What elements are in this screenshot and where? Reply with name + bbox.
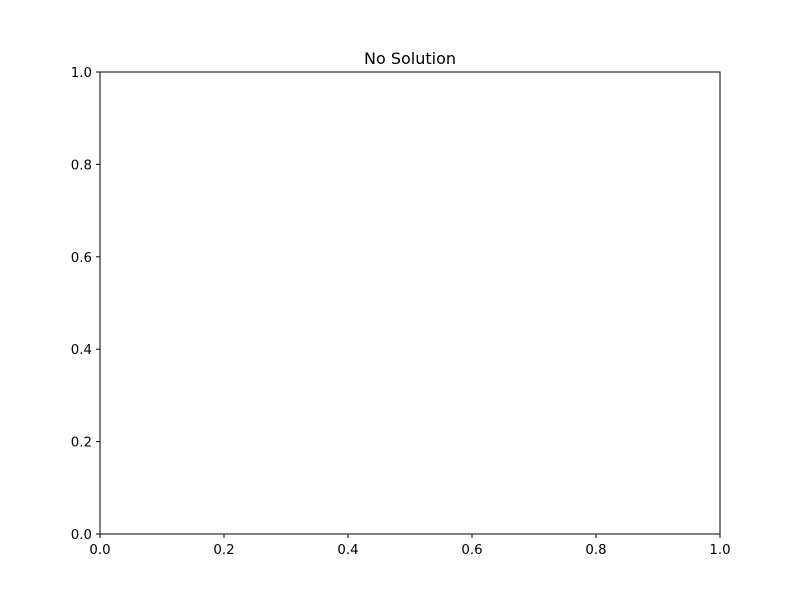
plot-area — [99, 71, 721, 535]
x-axis: 0.0 0.2 0.4 0.6 0.8 1.0 — [89, 534, 731, 558]
y-tick-label: 0.2 — [71, 436, 92, 451]
y-tick-label: 0.0 — [71, 528, 92, 543]
y-tick-label: 1.0 — [71, 66, 92, 81]
chart-title: No Solution — [364, 49, 456, 68]
x-tick-label: 0.6 — [461, 543, 482, 558]
y-tick-label: 0.4 — [71, 343, 92, 358]
y-tick-label: 0.6 — [71, 251, 92, 266]
x-tick-label: 1.0 — [709, 543, 730, 558]
x-tick-label: 0.4 — [337, 543, 358, 558]
y-tick-label: 0.8 — [71, 158, 92, 173]
y-axis: 0.0 0.2 0.4 0.6 0.8 1.0 — [71, 66, 100, 543]
x-tick-label: 0.0 — [89, 543, 110, 558]
x-tick-label: 0.8 — [585, 543, 606, 558]
x-tick-label: 0.2 — [213, 543, 234, 558]
